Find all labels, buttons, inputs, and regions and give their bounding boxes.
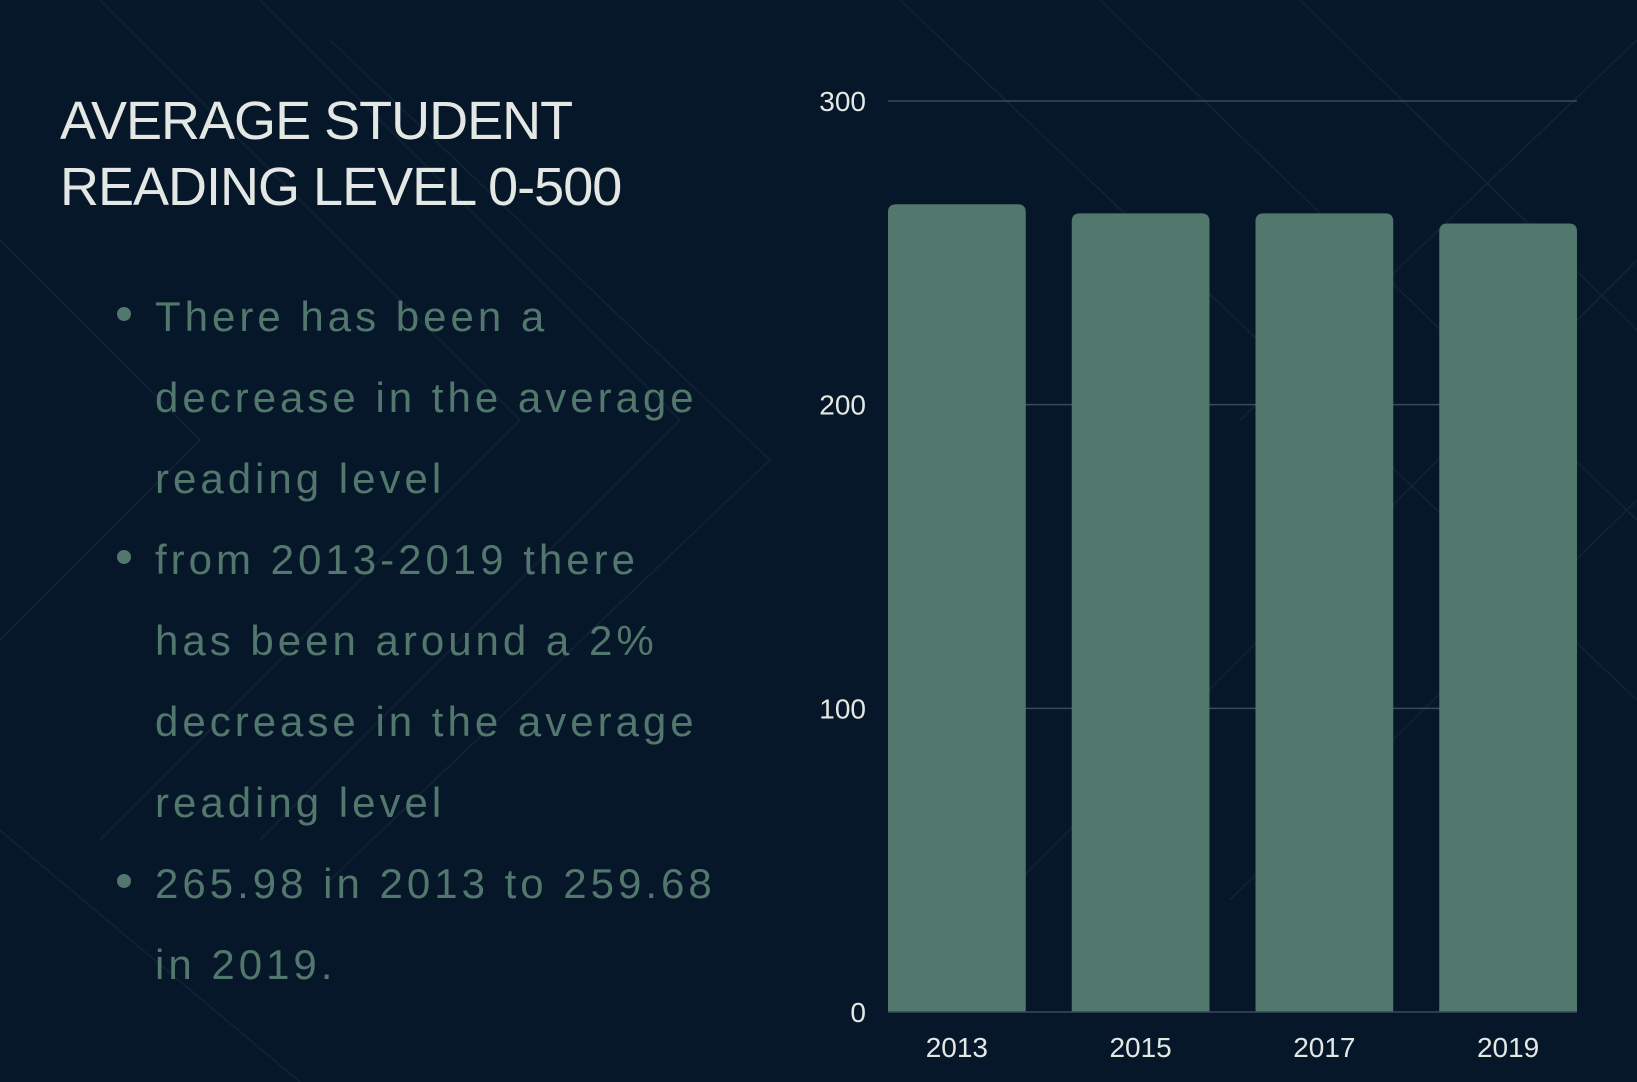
bullet-line: 265.98 in 2013 to 259.68 xyxy=(155,860,716,907)
bullet-line: There has been a xyxy=(155,293,549,340)
bar xyxy=(888,204,1026,1013)
bullet-line: reading level xyxy=(155,779,446,826)
x-tick-label: 2019 xyxy=(1477,1032,1539,1063)
y-tick-label: 0 xyxy=(850,997,866,1028)
bullet-line: has been around a 2% xyxy=(155,617,658,664)
y-tick-label: 300 xyxy=(819,86,866,117)
y-tick-label: 200 xyxy=(819,390,866,421)
bullet-dot-icon xyxy=(117,874,131,888)
slide-title: AVERAGE STUDENT READING LEVEL 0-500 xyxy=(60,88,760,220)
bullet-item: There has been a decrease in the average… xyxy=(115,276,765,519)
bullet-dot-icon xyxy=(117,307,131,321)
bullet-list: There has been a decrease in the average… xyxy=(115,276,765,1005)
bullet-line: decrease in the average xyxy=(155,698,698,745)
title-line: READING LEVEL 0-500 xyxy=(60,157,622,217)
x-tick-label: 2017 xyxy=(1293,1032,1355,1063)
bullet-line: reading level xyxy=(155,455,446,502)
bullet-line: in 2019. xyxy=(155,941,337,988)
bullet-line: from 2013-2019 there xyxy=(155,536,639,583)
bullet-item: from 2013-2019 there has been around a 2… xyxy=(115,519,765,843)
bullet-line: decrease in the average xyxy=(155,374,698,421)
bar xyxy=(1439,223,1577,1012)
y-tick-label: 100 xyxy=(819,693,866,724)
x-tick-label: 2015 xyxy=(1109,1032,1171,1063)
x-tick-label: 2013 xyxy=(926,1032,988,1063)
bar xyxy=(1255,213,1394,1012)
bar xyxy=(1071,213,1210,1012)
bullet-item: 265.98 in 2013 to 259.68 in 2019. xyxy=(115,843,765,1005)
bullet-dot-icon xyxy=(117,550,131,564)
title-line: AVERAGE STUDENT xyxy=(60,91,573,151)
